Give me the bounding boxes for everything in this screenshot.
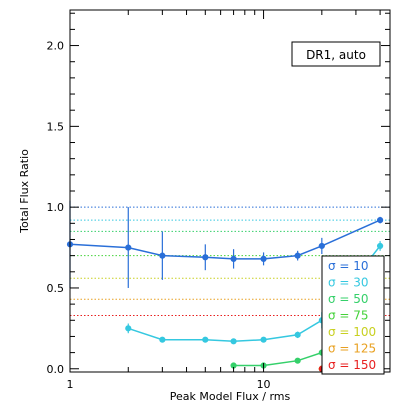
y-tick-label: 1.5 — [47, 120, 65, 133]
y-axis-ticks: 0.0 0.5 1.0 1.5 2.0 — [47, 12, 390, 376]
series-line — [69, 219, 381, 260]
data-point — [260, 255, 267, 262]
legend-entry: σ = 50 — [328, 292, 369, 306]
legend-entry: σ = 75 — [328, 309, 369, 323]
legend-entry: σ = 100 — [328, 325, 376, 339]
legend-entry: σ = 125 — [328, 342, 376, 356]
legend-box — [321, 255, 385, 375]
legend-entry: σ = 150 — [328, 358, 376, 372]
y-tick-label: 0.0 — [47, 363, 65, 376]
x-axis-label: Peak Model Flux / rms — [170, 390, 291, 403]
data-point — [230, 255, 237, 262]
data-point — [376, 216, 384, 224]
data-point — [294, 357, 301, 364]
data-point — [260, 336, 267, 343]
data-point — [294, 252, 301, 259]
x-tick-label: 1 — [67, 378, 74, 391]
y-tick-label: 1.0 — [47, 201, 65, 214]
legend-entry: σ = 30 — [328, 276, 369, 290]
data-point — [376, 242, 384, 250]
legend-entry: σ = 10 — [328, 259, 369, 273]
y-tick-label: 2.0 — [47, 40, 65, 53]
data-point — [294, 331, 301, 338]
series — [66, 200, 384, 288]
series-line — [128, 245, 381, 343]
y-tick-label: 0.5 — [47, 282, 65, 295]
annotation-text: DR1, auto — [306, 48, 366, 62]
y-axis-label: Total Flux Ratio — [18, 149, 31, 234]
data-point — [159, 252, 166, 259]
annotation-box: DR1, auto — [291, 41, 381, 67]
data-point — [318, 242, 325, 250]
legend: σ = 10 σ = 30 σ = 50 σ = 75 σ = 100 σ = 125 σ … — [321, 255, 385, 375]
data-point — [125, 325, 132, 332]
series — [125, 241, 384, 345]
x-tick-label: 10 — [257, 378, 271, 391]
data-point — [159, 336, 166, 343]
data-point — [125, 244, 132, 251]
data-point — [230, 338, 237, 345]
data-point — [202, 336, 209, 343]
data-point — [202, 254, 209, 261]
